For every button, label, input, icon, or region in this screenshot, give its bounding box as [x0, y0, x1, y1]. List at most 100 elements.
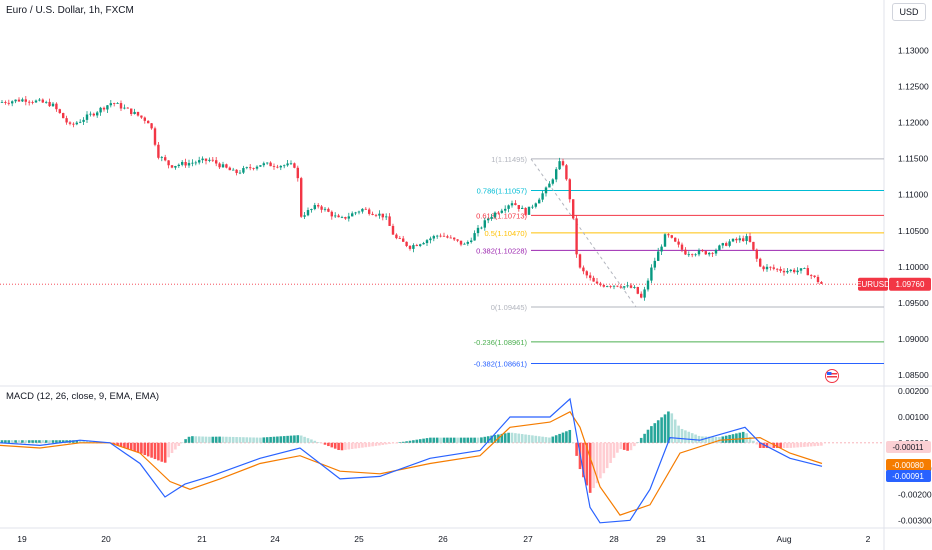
candle-body — [164, 157, 167, 161]
macd-histogram-bar — [792, 442, 796, 448]
candle-body — [361, 208, 364, 212]
last-price-badge-label: 1.09760 — [896, 280, 925, 289]
macd-histogram-bar — [541, 436, 544, 443]
candle-body — [616, 285, 619, 287]
candle-body — [388, 216, 391, 226]
candle-body — [762, 266, 765, 270]
candle-body — [245, 167, 248, 169]
macd-histogram-bar — [690, 433, 694, 443]
candle-body — [419, 244, 422, 246]
candle-body — [776, 268, 779, 270]
candle-body — [708, 252, 711, 255]
candle-body — [623, 286, 626, 288]
candle-body — [514, 203, 517, 206]
macd-histogram-bar — [34, 440, 38, 443]
candle-body — [55, 103, 58, 110]
candle-body — [177, 164, 180, 167]
macd-histogram-bar — [85, 440, 89, 443]
candle-body — [11, 101, 14, 104]
macd-histogram-bar — [463, 437, 466, 443]
macd-histogram-bar — [310, 439, 313, 443]
macd-histogram-bar — [680, 428, 684, 443]
macd-histogram-bar — [126, 442, 130, 449]
macd-histogram-bar — [21, 440, 24, 443]
candle-body — [320, 206, 323, 210]
macd-histogram-bar — [282, 436, 286, 443]
candle-body — [415, 245, 418, 246]
macd-value-badge — [886, 470, 931, 482]
candle-body — [782, 270, 786, 273]
candle-body — [755, 249, 758, 259]
candle-body — [646, 280, 650, 290]
macd-histogram-bar — [296, 435, 300, 443]
candle-body — [344, 216, 347, 219]
candle-body — [317, 205, 320, 207]
candle-body — [742, 238, 745, 241]
fib-level-label: -0.236(1.08961) — [474, 338, 528, 347]
fib-level-label: 1(1.11495) — [491, 155, 527, 164]
macd-histogram-bar — [507, 432, 510, 443]
candle-body — [816, 276, 820, 283]
us-flag-icon — [825, 369, 839, 383]
macd-histogram-bar — [588, 442, 592, 493]
time-tick-label: 24 — [270, 534, 280, 544]
macd-histogram-bar — [629, 442, 633, 451]
candle-body — [677, 241, 680, 245]
price-tick-label: 1.08500 — [898, 370, 929, 380]
candle-body — [789, 269, 792, 271]
candle-body — [119, 103, 123, 109]
candle-body — [425, 240, 429, 244]
candle-body — [167, 160, 170, 166]
macd-histogram-bar — [242, 437, 245, 443]
macd-histogram-bar — [163, 442, 167, 463]
macd-histogram-bar — [180, 442, 184, 444]
macd-histogram-bar — [527, 434, 531, 443]
candle-body — [252, 168, 255, 169]
macd-histogram-bar — [231, 436, 235, 443]
candle-body — [507, 205, 510, 209]
currency-button[interactable]: USD — [892, 3, 926, 21]
candle-body — [123, 107, 126, 109]
macd-histogram-bar — [214, 436, 218, 443]
price-tick-label: 1.12000 — [898, 117, 929, 127]
candle-body — [548, 183, 551, 188]
candle-body — [391, 225, 395, 235]
candle-body — [714, 249, 718, 254]
price-tick-label: 1.09500 — [898, 298, 929, 308]
candle-body — [660, 246, 663, 252]
macd-histogram-bar — [432, 437, 436, 443]
candle-body — [592, 277, 595, 282]
macd-histogram-bar — [228, 436, 232, 443]
candle-body — [187, 163, 191, 166]
macd-histogram-bar — [4, 440, 7, 443]
candle-body — [184, 161, 187, 166]
macd-histogram-bar — [544, 437, 548, 443]
macd-histogram-bar — [303, 436, 306, 443]
candle-body — [595, 281, 599, 284]
macd-histogram-bar — [289, 435, 293, 443]
candle-body — [582, 267, 585, 272]
macd-histogram-bar — [194, 436, 198, 443]
candle-body — [555, 169, 558, 180]
candle-body — [68, 122, 72, 124]
candle-body — [500, 210, 503, 213]
macd-histogram-bar — [112, 442, 116, 445]
candle-body — [697, 250, 701, 255]
candle-body — [259, 165, 262, 167]
macd-histogram-bar — [473, 437, 476, 443]
macd-histogram-bar — [483, 436, 487, 443]
macd-histogram-bar — [153, 442, 157, 460]
macd-histogram-bar — [316, 442, 320, 443]
candle-body — [813, 275, 816, 277]
candle-body — [194, 162, 197, 164]
macd-histogram-bar — [466, 437, 470, 443]
macd-histogram-bar — [595, 442, 599, 484]
candle-body — [364, 208, 367, 210]
candle-body — [606, 286, 609, 288]
candle-body — [745, 236, 748, 241]
candle-body — [575, 218, 578, 255]
candle-body — [531, 206, 534, 208]
macd-histogram-bar — [684, 430, 687, 443]
macd-value-badge — [886, 441, 931, 453]
